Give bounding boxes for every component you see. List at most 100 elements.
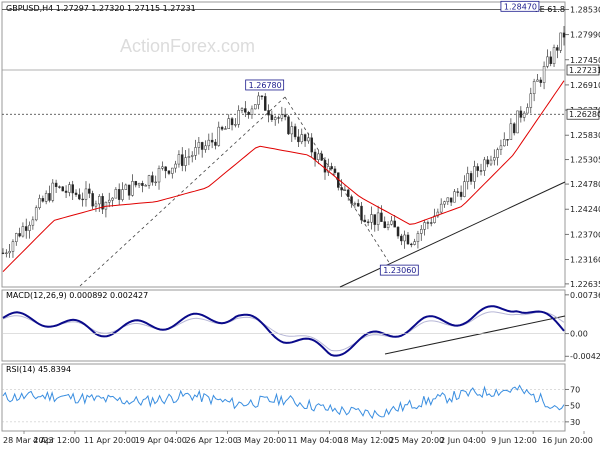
candle-body: [479, 170, 483, 172]
candle-body: [476, 166, 479, 171]
candle-body: [34, 207, 38, 221]
candle-body: [343, 189, 347, 191]
candle-body: [267, 110, 270, 116]
candle-body: [154, 181, 157, 184]
candle-body: [48, 193, 51, 201]
time-tick-label: 26 Apr 12:00: [186, 436, 238, 445]
candle-body: [187, 156, 191, 158]
candle-body: [426, 222, 430, 224]
candle-body: [443, 201, 446, 205]
candle-body: [506, 139, 509, 141]
candle-body: [104, 201, 108, 210]
rsi-axis: 70 50 30: [565, 385, 580, 427]
support-price-label: 1.26280: [569, 110, 600, 119]
candle-body: [449, 197, 453, 203]
candle-body: [131, 181, 134, 196]
candle-body: [151, 175, 154, 183]
candle-body: [436, 211, 440, 217]
candle-body: [403, 234, 406, 242]
rsi-tick-label: 70: [570, 385, 580, 394]
price-tick-label: 1.23160: [570, 255, 600, 264]
candle-body: [293, 126, 297, 138]
candle-body: [41, 198, 45, 202]
price-tick-label: 1.26910: [570, 81, 600, 90]
macd-axis: 0.007366 0.00 -0.004286: [565, 291, 600, 361]
candle-body: [121, 189, 124, 200]
candle-body: [177, 154, 181, 165]
candle-body: [317, 153, 320, 160]
candle-body: [486, 159, 489, 165]
candle-body: [413, 241, 416, 245]
time-tick-label: 3 May 20:00: [237, 436, 287, 445]
time-tick-label: 16 Jun 20:00: [542, 436, 593, 445]
candle-body: [61, 186, 65, 192]
price-tick-label: 1.27450: [570, 56, 600, 65]
candle-body: [516, 110, 519, 134]
candle-body: [263, 96, 267, 111]
candle-body: [546, 56, 549, 67]
candle-body: [496, 149, 499, 158]
rsi-tick-label: 50: [570, 402, 580, 411]
macd-tick-label: 0.00: [570, 330, 588, 339]
candle-body: [429, 222, 433, 224]
candle-body: [522, 112, 526, 118]
candle-body: [171, 167, 174, 174]
candle-body: [307, 137, 310, 142]
macd-tick-label: 0.007366: [570, 291, 600, 300]
candle-body: [549, 56, 552, 64]
price-tick-label: 1.27990: [570, 31, 600, 40]
price-annotations: 1.26780 1.23060 1.28470: [245, 0, 540, 276]
candle-body: [489, 159, 493, 165]
candle-body: [197, 142, 201, 148]
candle-body: [107, 199, 111, 203]
candle-body: [420, 229, 423, 234]
candle-body: [277, 117, 280, 119]
candle-body: [18, 233, 21, 237]
candle-body: [44, 193, 48, 202]
candle-body: [283, 114, 287, 118]
candle-body: [114, 189, 118, 199]
candle-body: [463, 181, 466, 197]
watermark: ActionForex.com: [120, 36, 255, 56]
candle-body: [512, 123, 516, 134]
candle-body: [101, 196, 104, 210]
rising-trendline: [339, 181, 566, 288]
candle-body: [15, 233, 18, 242]
candle-body: [396, 226, 400, 237]
price-tick-label: 1.23700: [570, 230, 600, 239]
candle-body: [529, 93, 533, 108]
symbol-title: GBPUSD,H4 1.27297 1.27320 1.27115 1.2723…: [6, 4, 196, 13]
candle-body: [207, 139, 211, 147]
candle-body: [127, 184, 131, 196]
candle-body: [174, 163, 177, 169]
candle-body: [237, 110, 240, 125]
candle-body: [134, 181, 138, 186]
candle-body: [28, 224, 31, 231]
candle-body: [323, 160, 327, 173]
candle-body: [54, 182, 58, 187]
candle-body: [167, 170, 171, 174]
price-candles: [1, 25, 566, 258]
rsi-tick-label: 30: [570, 418, 580, 427]
annotation-label: 1.26780: [249, 81, 282, 90]
time-tick-label: 11 May 04:00: [287, 436, 342, 445]
candle-body: [230, 118, 234, 126]
moving-average-line: [2, 80, 565, 272]
candle-body: [247, 112, 250, 115]
candle-body: [157, 168, 161, 183]
candle-body: [190, 155, 194, 157]
candle-body: [31, 219, 35, 226]
candle-body: [333, 168, 337, 173]
candle-body: [234, 124, 237, 126]
candle-body: [340, 187, 343, 191]
candle-body: [250, 108, 254, 115]
macd-signal-line: [2, 311, 565, 352]
candle-body: [400, 235, 403, 242]
time-tick-label: 11 Apr 20:00: [84, 436, 136, 445]
candle-body: [280, 114, 284, 119]
candle-body: [88, 188, 91, 194]
candle-body: [111, 197, 114, 201]
candle-body: [200, 142, 204, 150]
candle-body: [290, 126, 294, 135]
